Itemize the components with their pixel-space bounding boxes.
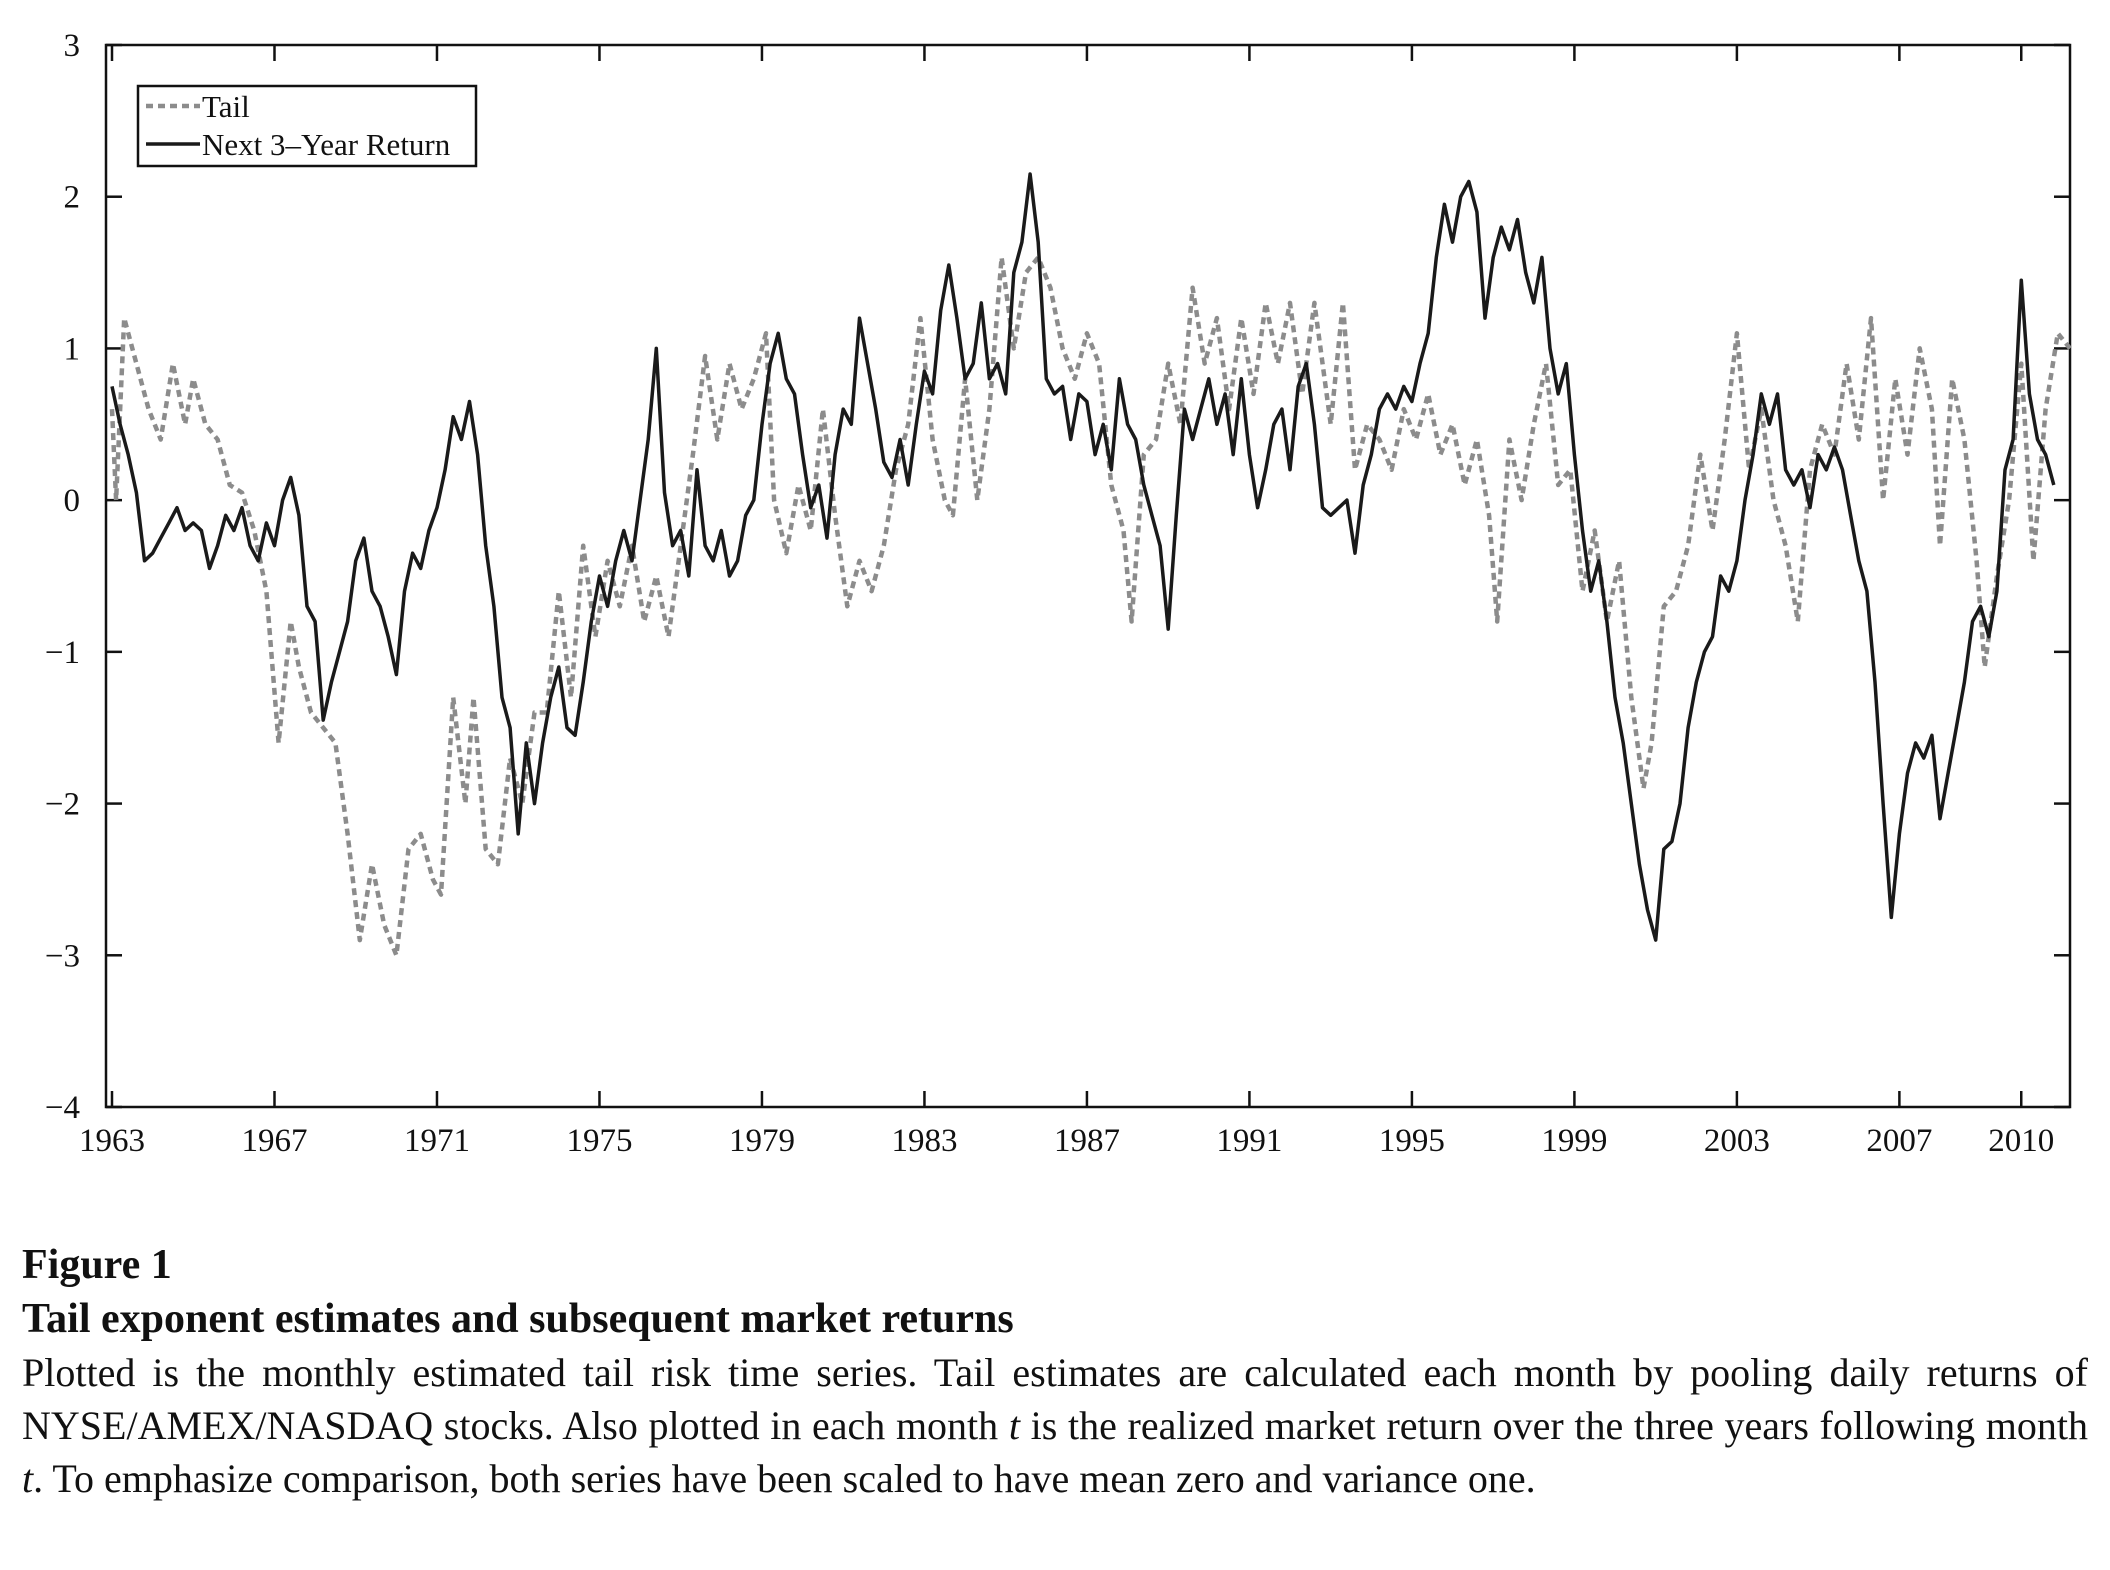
series-line-tail [109,255,2072,958]
line-chart: 1963 1967 1971 1975 1979 1983 1987 1991 1995 1999… [45,28,2072,1159]
y-tick-label: −2 [45,787,80,823]
y-tick-label: 3 [64,28,81,64]
legend-label-tail: Tail [202,89,250,124]
axis-ticks: 1963 1967 1971 1975 1979 1983 1987 1991 1995 1999… [45,28,2070,1159]
plot-frame [104,43,2072,1109]
legend: Tail Next 3–Year Return [136,84,478,168]
y-tick-label: 0 [64,483,81,519]
x-tick-label: 2003 [1704,1123,1770,1159]
y-tick-label: 1 [64,331,81,367]
y-tick-label: −3 [45,938,80,974]
y-tick-label: 2 [64,180,81,216]
x-tick-label: 1963 [79,1123,145,1159]
caption-var-t-2: t [22,1456,34,1501]
x-tick-label: 1979 [729,1123,795,1159]
y-tick-label: −4 [45,1090,80,1126]
x-tick-label: 1983 [891,1123,957,1159]
x-tick-label: 1971 [404,1123,470,1159]
x-tick-label: 1987 [1054,1123,1120,1159]
figure-title: Tail exponent estimates and subsequent m… [22,1296,1014,1342]
legend-box [136,84,478,168]
series-line-return [110,172,2056,942]
figure-number: Figure 1 [22,1242,172,1288]
x-tick-label: 1999 [1541,1123,1607,1159]
caption-var-t-1: t [1008,1403,1020,1448]
x-tick-label: 1995 [1379,1123,1445,1159]
figure-caption: Figure 1 Tail exponent estimates and sub… [22,1238,2088,1505]
legend-label-return: Next 3–Year Return [202,127,451,162]
x-tick-label: 1967 [241,1123,307,1159]
x-tick-label: 2010 [1988,1123,2054,1159]
caption-text-2: is the realized market return over the t… [1019,1403,2088,1448]
caption-text-3: . To emphasize comparison, both series h… [33,1456,1536,1501]
caption-text-1: Plotted is the monthly estimated tail ri… [22,1350,2088,1448]
y-tick-label: −1 [45,635,80,671]
figure-description: Plotted is the monthly estimated tail ri… [22,1346,2088,1505]
x-tick-label: 1991 [1216,1123,1282,1159]
x-tick-label: 1975 [566,1123,632,1159]
x-tick-label: 2007 [1866,1123,1932,1159]
series-layer [109,172,2072,958]
